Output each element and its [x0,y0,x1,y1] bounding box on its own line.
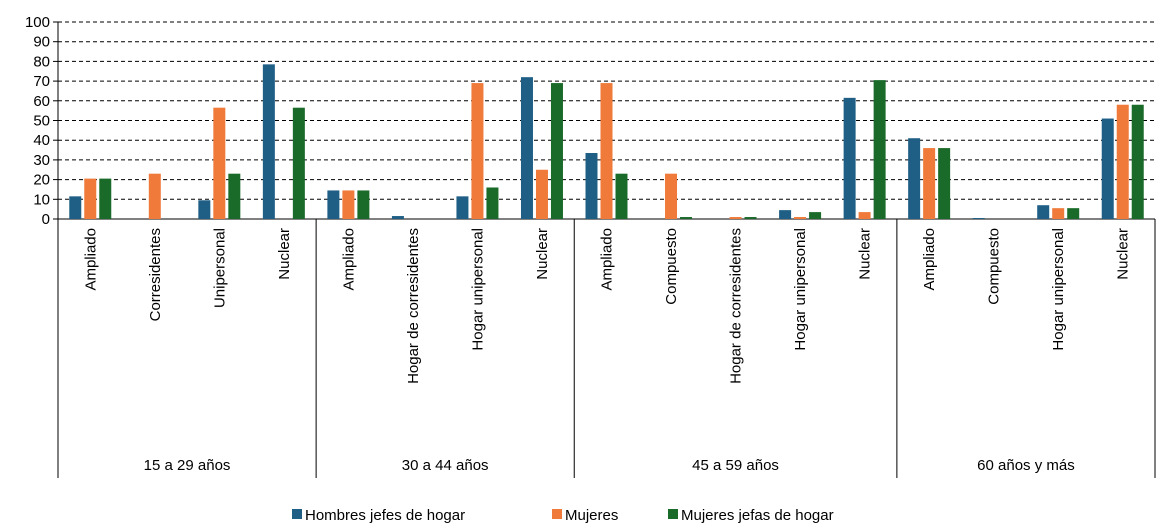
bar-hombres [520,77,533,219]
category-label: Nuclear [276,228,293,280]
legend-label: Mujeres [565,507,618,524]
category-label: Hogar unipersonal [792,228,809,351]
bar-hombres [1101,118,1114,219]
bar-hombres [585,153,598,219]
bar-mujeres [471,83,484,219]
bar-hombres [1037,205,1050,219]
bar-hombres [908,138,921,219]
bar-hombres [779,210,792,219]
bar-mujeres [600,83,613,219]
category-label: Compuesto [986,228,1003,305]
category-label: Ampliado [340,228,357,291]
bar-mujeres [342,190,355,219]
bar-mujeres [729,217,742,219]
category-label: Hogar unipersonal [469,228,486,351]
bar-jefas [486,187,499,219]
bar-jefas [1131,104,1144,219]
y-tick-label: 30 [33,152,50,169]
category-label: Ampliado [82,228,99,291]
bar-mujeres [535,169,548,219]
bar-hombres [972,218,985,219]
category-label: Nuclear [534,228,551,280]
bar-jefas [873,80,886,220]
bar-hombres [262,64,275,219]
bar-jefas [1067,208,1080,219]
category-label: Ampliado [599,228,616,291]
bar-jefas [680,217,693,219]
bar-jefas [550,83,563,219]
bar-jefas [809,212,822,219]
bar-jefas [938,148,951,219]
bar-hombres [327,190,340,219]
bar-hombres [843,97,856,219]
bar-hombres [391,216,404,219]
category-label: Hogar unipersonal [1050,228,1067,351]
y-tick-label: 90 [33,34,50,51]
category-label: Nuclear [1115,228,1132,280]
y-tick-label: 100 [25,14,50,31]
y-tick-label: 60 [33,93,50,110]
category-label: Hogar de corresidentes [728,228,745,384]
bar-mujeres [858,212,871,219]
y-tick-label: 40 [33,132,50,149]
bar-mujeres [665,173,678,219]
bar-mujeres [1116,104,1129,219]
y-tick-label: 20 [33,172,50,189]
category-label: Unipersonal [211,228,228,308]
group-label: 30 a 44 años [402,457,489,474]
bar-mujeres [923,148,936,219]
legend-label: Mujeres jefas de hogar [681,507,834,524]
bar-jefas [99,178,112,219]
bar-mujeres [213,107,226,219]
bar-mujeres [1052,208,1065,219]
category-label: Hogar de corresidentes [405,228,422,384]
y-tick-label: 10 [33,191,50,208]
y-tick-label: 80 [33,53,50,70]
y-tick-label: 70 [33,73,50,90]
bar-jefas [615,173,628,219]
y-tick-label: 0 [42,211,50,228]
category-label: Compuesto [663,228,680,305]
y-tick-label: 50 [33,113,50,130]
legend-label: Hombres jefes de hogar [305,507,465,524]
bar-jefas [228,173,241,219]
group-label: 60 años y más [977,457,1075,474]
group-label: 15 a 29 años [144,457,231,474]
legend-swatch [552,509,562,519]
bar-jefas [292,107,305,219]
bar-jefas [744,217,757,219]
legend-swatch [668,509,678,519]
bar-hombres [69,196,82,219]
category-label: Ampliado [921,228,938,291]
legend-swatch [292,509,302,519]
category-label: Nuclear [857,228,874,280]
group-label: 45 a 59 años [692,457,779,474]
bar-jefas [357,190,370,219]
bar-mujeres [148,173,161,219]
bar-hombres [456,196,469,219]
bar-hombres [198,200,211,219]
category-label: Corresidentes [147,228,164,321]
bar-mujeres [794,217,807,219]
bar-mujeres [84,178,97,219]
